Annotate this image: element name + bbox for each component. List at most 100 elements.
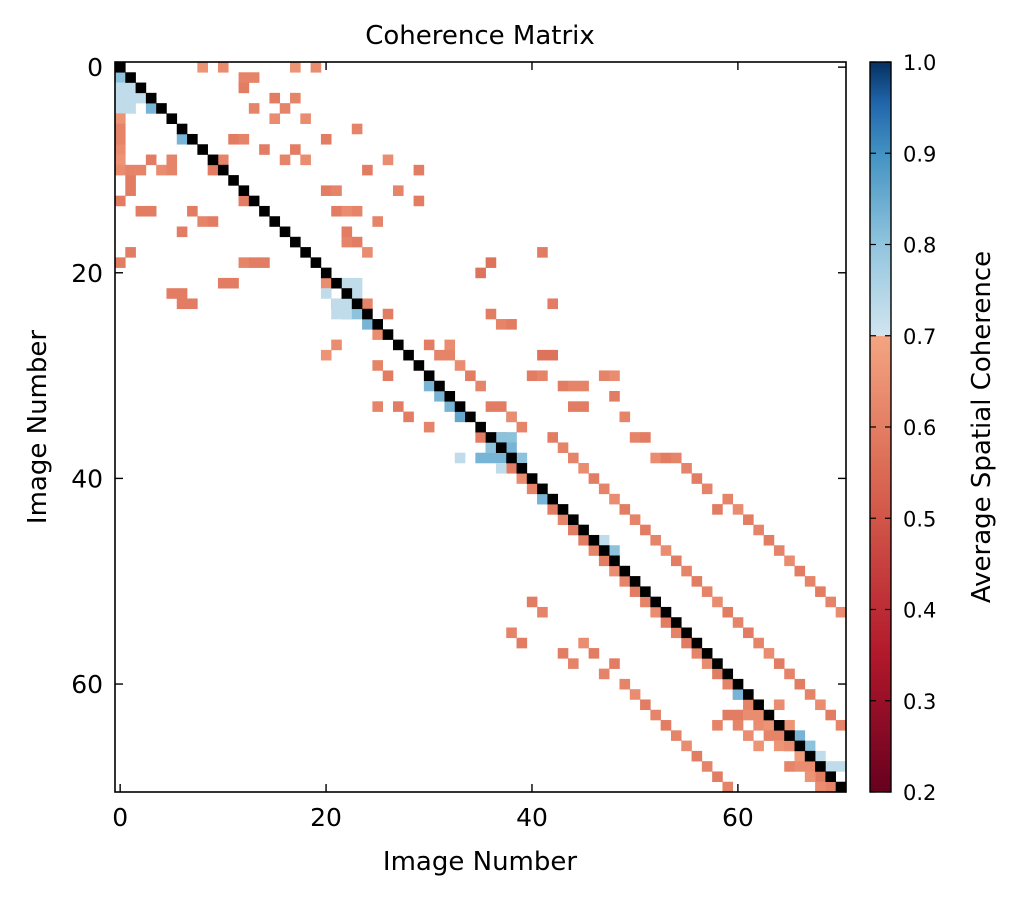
heatmap-cell	[629, 689, 641, 700]
heatmap-cell	[712, 720, 723, 731]
diagonal-cell	[681, 627, 692, 639]
heatmap-cell	[568, 658, 579, 669]
heatmap-cell	[362, 247, 373, 258]
heatmap-cell	[815, 586, 826, 597]
heatmap-cell	[578, 462, 589, 474]
heatmap-cell	[660, 617, 672, 628]
heatmap-cell	[125, 185, 136, 196]
heatmap-cell	[598, 483, 610, 495]
heatmap-cell	[485, 401, 497, 412]
heatmap-cell	[732, 689, 744, 700]
heatmap-cell	[444, 349, 456, 361]
heatmap-cell	[475, 267, 486, 279]
heatmap-cell	[176, 288, 188, 299]
heatmap-cell	[557, 442, 569, 453]
heatmap-cell	[423, 380, 435, 392]
heatmap-cell	[351, 277, 363, 289]
heatmap-cell	[660, 545, 672, 556]
chart-title: Coherence Matrix	[365, 21, 595, 51]
heatmap-cell	[619, 576, 631, 587]
heatmap-cell	[341, 226, 353, 238]
diagonal-cell	[691, 637, 703, 649]
heatmap-cell	[701, 761, 713, 772]
heatmap-cell	[320, 277, 332, 289]
heatmap-cell	[125, 164, 136, 176]
heatmap-cell	[166, 288, 178, 299]
heatmap-cell	[763, 534, 775, 546]
heatmap-cell	[815, 750, 826, 762]
heatmap-cell	[598, 555, 610, 567]
heatmap-cell	[362, 319, 373, 330]
heatmap-cell	[125, 92, 136, 104]
diagonal-cell	[794, 740, 806, 752]
heatmap-cell	[526, 483, 538, 495]
diagonal-cell	[609, 555, 620, 567]
heatmap-cell	[372, 329, 383, 340]
heatmap-cell	[341, 277, 353, 289]
heatmap-cell	[485, 257, 497, 268]
heatmap-cell	[331, 339, 342, 351]
diagonal-cell	[784, 730, 795, 741]
diagonal-cell	[815, 761, 826, 772]
colorbar-tick-label: 0.5	[903, 507, 936, 531]
y-axis-label: Image Number	[23, 330, 53, 524]
heatmap-cell	[197, 216, 208, 227]
heatmap-cell	[763, 730, 775, 741]
heatmap-cell	[804, 761, 816, 772]
heatmap-cell	[712, 771, 723, 783]
colorbar: 0.2 0.3 0.4 0.5 0.6 0.7 0.8 0.9 1.0 Average Spat…	[869, 51, 997, 805]
heatmap-cell	[434, 391, 445, 402]
x-ticks: 0 20 40 60	[112, 62, 754, 832]
heatmap-cell	[135, 92, 147, 104]
heatmap-cell	[650, 709, 661, 721]
heatmap-cell	[526, 596, 538, 608]
heatmap-cell	[485, 308, 497, 320]
heatmap-cell	[290, 144, 301, 155]
heatmap-cell	[804, 740, 816, 752]
diagonal-cell	[650, 596, 661, 608]
y-tick-label: 20	[71, 259, 103, 288]
heatmap-cell	[670, 730, 682, 741]
heatmap-cell	[568, 401, 579, 412]
heatmap-cell	[609, 658, 620, 669]
heatmap-cell	[290, 92, 301, 104]
heatmap-cell	[732, 709, 744, 721]
heatmap-cell	[351, 308, 363, 320]
colorbar-tick-label: 0.4	[903, 599, 936, 623]
y-ticks: 0 20 40 60	[71, 53, 846, 699]
heatmap-cell	[640, 699, 651, 711]
heatmap-cell	[537, 370, 548, 382]
heatmap-cells	[115, 62, 847, 793]
heatmap-cell	[341, 236, 353, 248]
heatmap-cell	[115, 113, 126, 124]
diagonal-cell	[166, 113, 178, 124]
heatmap-cell	[712, 504, 723, 515]
heatmap-cell	[454, 452, 466, 464]
heatmap-cell	[547, 432, 559, 443]
diagonal-cell	[660, 606, 672, 618]
heatmap-cell	[331, 298, 342, 310]
heatmap-cell	[495, 401, 507, 412]
heatmap-cell	[578, 637, 589, 649]
heatmap-cell	[382, 154, 394, 166]
diagonal-cell	[619, 565, 631, 577]
diagonal-cell	[773, 720, 785, 731]
heatmap-cell	[495, 462, 507, 474]
heatmap-cell	[701, 586, 713, 597]
heatmap-cell	[784, 761, 795, 772]
plot-frame	[114, 61, 847, 793]
heatmap-cell	[372, 360, 383, 371]
heatmap-cell	[392, 185, 404, 196]
heatmap-cell	[115, 164, 126, 176]
heatmap-cell	[269, 113, 281, 124]
diagonal-cell	[804, 750, 816, 762]
heatmap-cell	[681, 637, 692, 649]
heatmap-cell	[382, 308, 394, 320]
heatmap-cell	[331, 185, 342, 196]
heatmap-cell	[516, 421, 528, 433]
heatmap-cell	[547, 298, 559, 310]
colorbar-tick-label: 1.0	[903, 51, 936, 75]
heatmap-cell	[732, 504, 744, 515]
heatmap-cell	[320, 185, 332, 196]
